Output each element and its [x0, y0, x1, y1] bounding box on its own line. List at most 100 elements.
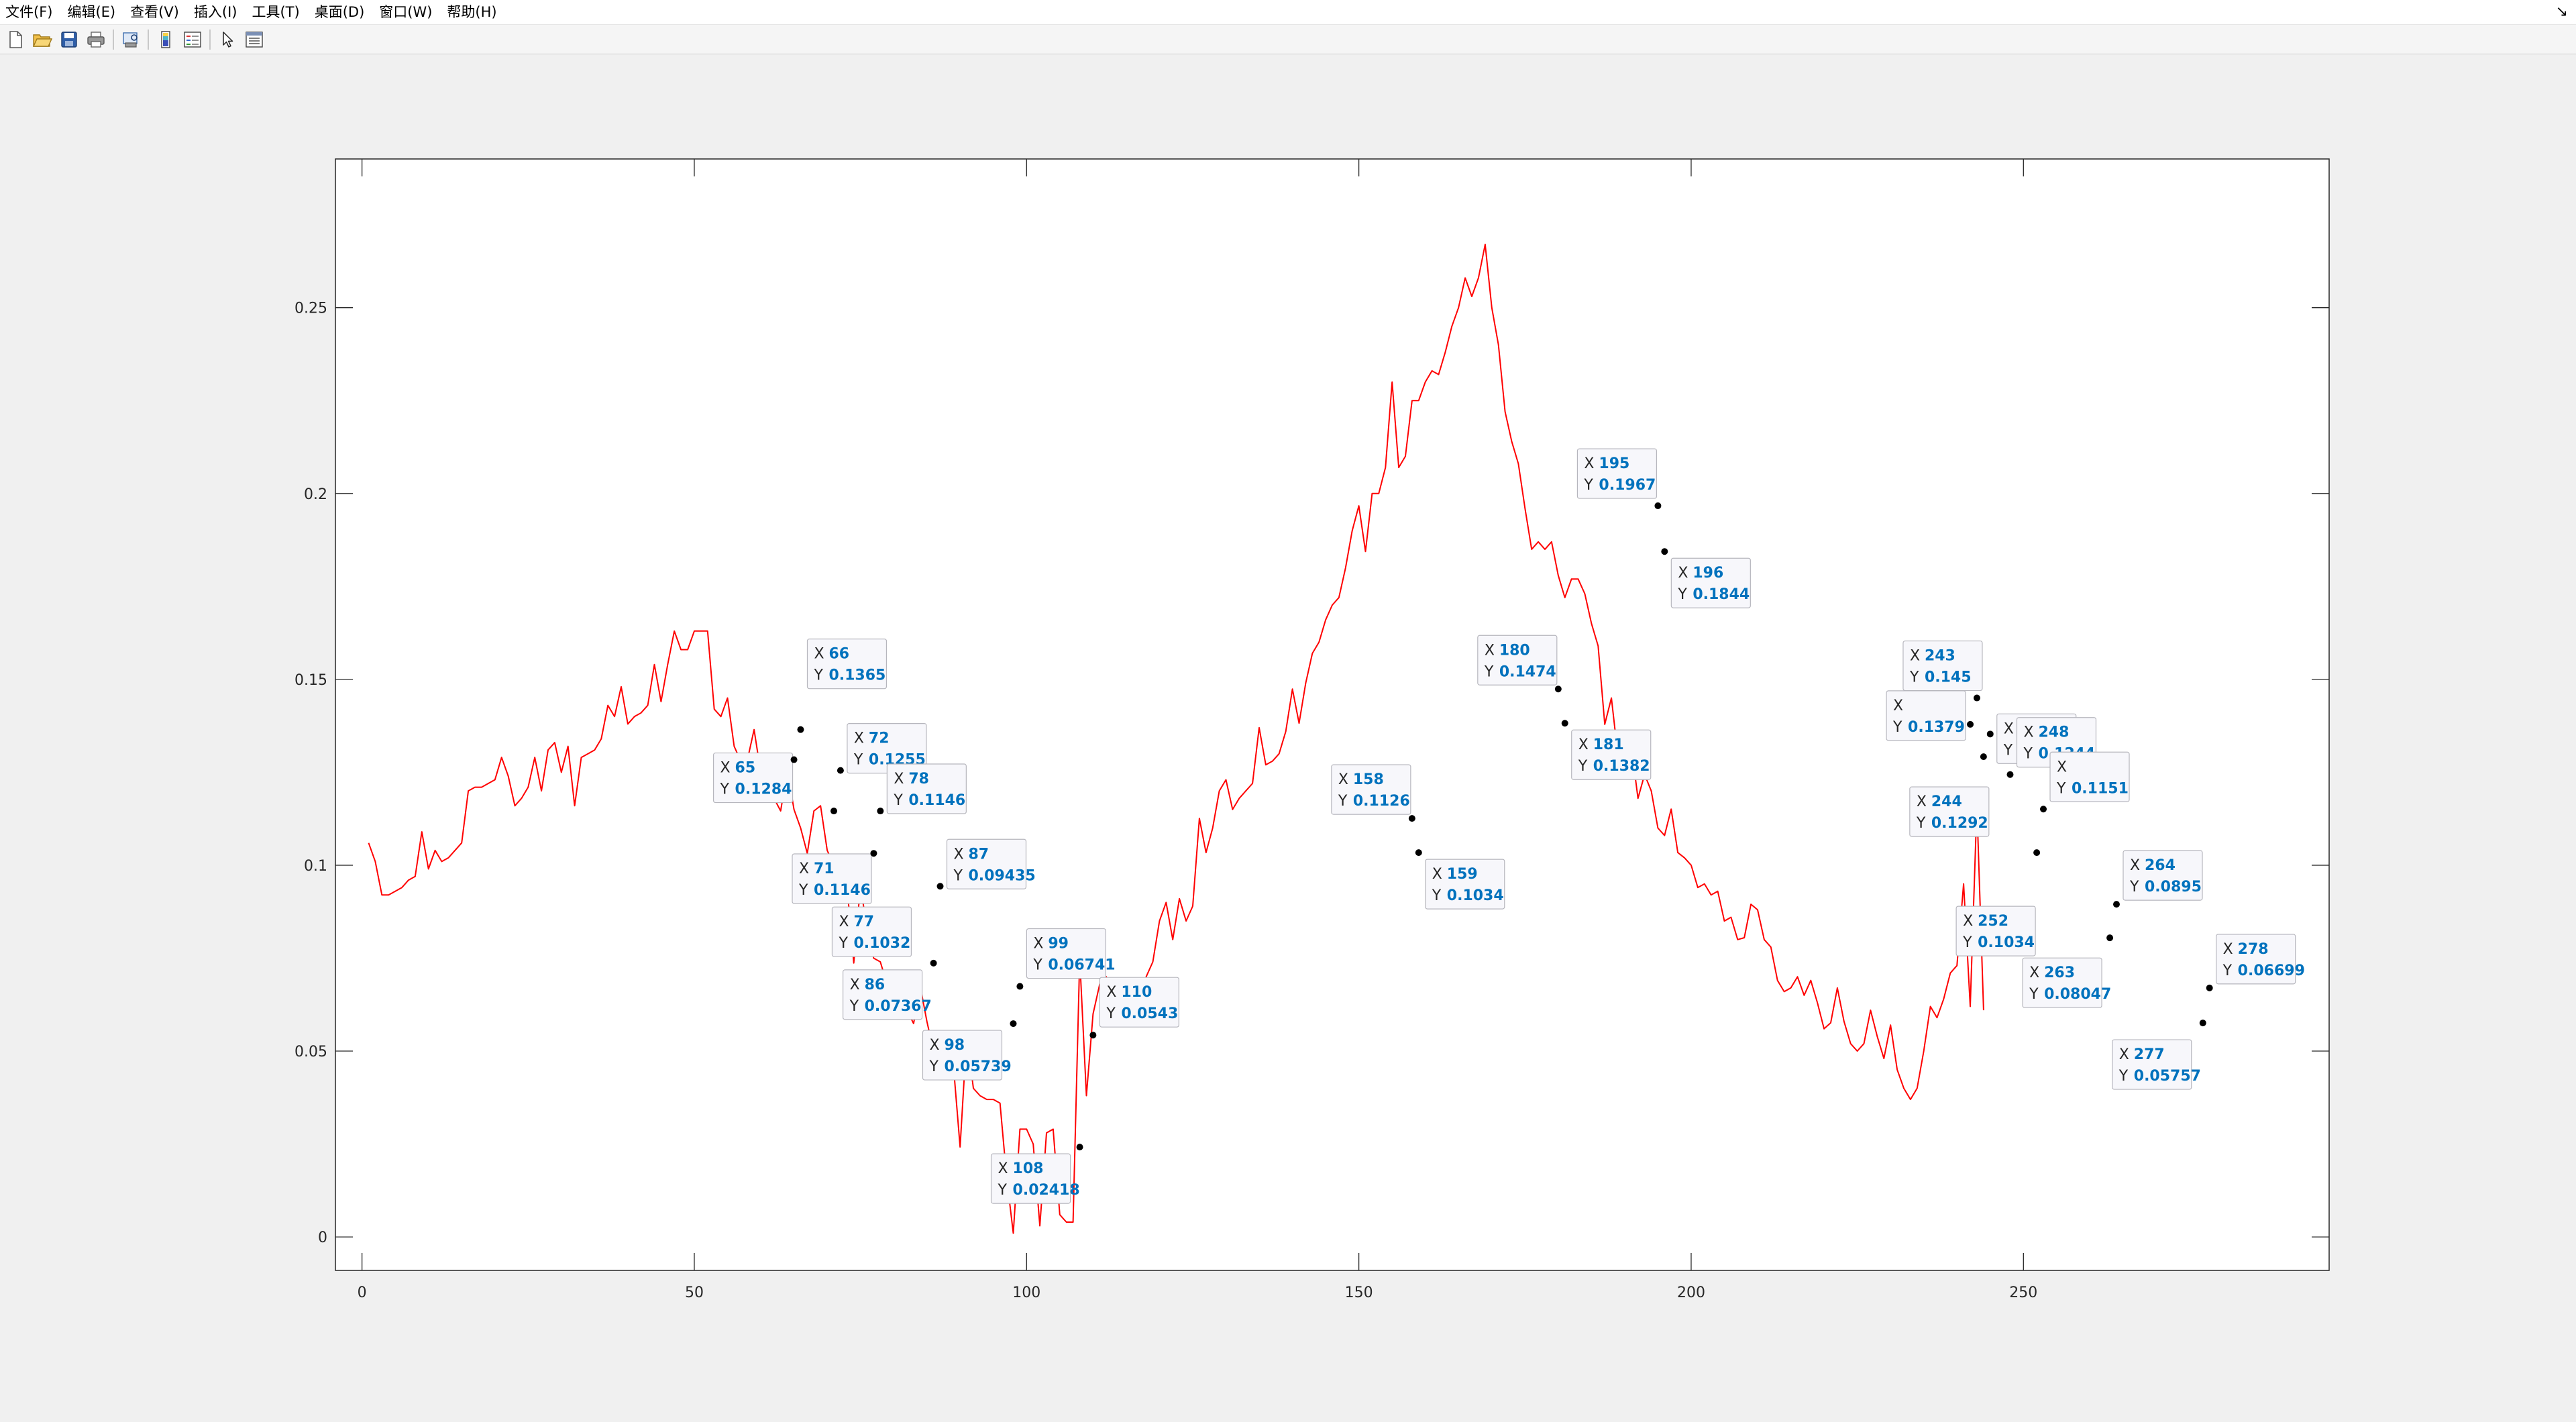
- datatip-box[interactable]: [1571, 729, 1652, 780]
- datatip-box[interactable]: [806, 639, 888, 690]
- datatip-y-key: Y: [853, 752, 863, 769]
- datatip-box[interactable]: [1909, 786, 1990, 837]
- datatip-marker[interactable]: [830, 808, 837, 815]
- datatip-x-key: X: [2029, 965, 2039, 981]
- datatip-marker[interactable]: [1980, 753, 1987, 761]
- datatip-marker[interactable]: [2040, 806, 2047, 813]
- datatip-y-key: Y: [953, 867, 963, 884]
- datatip-x-key: X: [1584, 455, 1594, 472]
- datatip-box[interactable]: [1099, 977, 1179, 1028]
- property-inspector-icon[interactable]: [243, 28, 266, 51]
- datatip-box[interactable]: [2022, 957, 2102, 1008]
- datatip-box[interactable]: [831, 906, 912, 957]
- datatip-box[interactable]: [1026, 928, 1106, 979]
- datatip-marker[interactable]: [877, 808, 884, 815]
- datatip-marker[interactable]: [1986, 730, 1994, 738]
- menu-tools[interactable]: 工具(T): [252, 4, 300, 20]
- datatip-marker[interactable]: [870, 850, 877, 857]
- menu-help[interactable]: 帮助(H): [447, 4, 497, 20]
- datatip-marker[interactable]: [1661, 548, 1668, 555]
- menu-edit[interactable]: 编辑(E): [67, 4, 116, 20]
- menu-desktop[interactable]: 桌面(D): [314, 4, 365, 20]
- datatip-x-key: X: [1578, 736, 1589, 753]
- datatip-marker[interactable]: [1408, 815, 1415, 822]
- datatip-box[interactable]: [1902, 640, 1983, 692]
- datatip-x-value: 98: [944, 1037, 965, 1054]
- print-preview-icon[interactable]: [119, 28, 142, 51]
- undock-arrow-icon[interactable]: ↘: [2555, 3, 2568, 20]
- datatip-marker[interactable]: [1654, 502, 1662, 510]
- datatip-y-value: 0.1967: [1599, 477, 1656, 494]
- datatip-marker[interactable]: [2206, 984, 2213, 991]
- insert-colorbar-icon[interactable]: [154, 28, 177, 51]
- menu-file[interactable]: 文件(F): [5, 4, 53, 20]
- x-tick-label: 100: [1012, 1284, 1040, 1301]
- datatip-y-value: 0.06699: [2238, 963, 2305, 979]
- open-file-icon[interactable]: [31, 28, 54, 51]
- datatip-y-value: 0.1292: [1931, 815, 1988, 832]
- datatip-x-value: 263: [2044, 965, 2075, 981]
- datatip-x-key: X: [1910, 648, 1920, 665]
- datatip-box[interactable]: [922, 1030, 1003, 1081]
- datatip-marker[interactable]: [1554, 686, 1562, 693]
- y-tick-label: 0: [318, 1229, 327, 1246]
- datatip-y-key: Y: [2056, 780, 2066, 797]
- edit-plot-arrow-icon[interactable]: [216, 28, 239, 51]
- menu-insert[interactable]: 插入(I): [193, 4, 237, 20]
- save-icon[interactable]: [58, 28, 80, 51]
- insert-legend-icon[interactable]: [181, 28, 204, 51]
- toolbar-separator: [209, 29, 211, 50]
- datatip-marker[interactable]: [1973, 694, 1980, 702]
- datatip-x-value: 264: [2145, 857, 2176, 874]
- datatip-marker[interactable]: [1010, 1020, 1017, 1028]
- datatip-marker[interactable]: [2106, 934, 2114, 942]
- datatip-marker[interactable]: [2199, 1020, 2206, 1027]
- print-icon[interactable]: [85, 28, 107, 51]
- datatip-box[interactable]: [2216, 934, 2296, 985]
- datatip-marker[interactable]: [1415, 849, 1422, 857]
- menu-view[interactable]: 查看(V): [130, 4, 179, 20]
- datatip-box[interactable]: [1331, 764, 1411, 815]
- datatip-box[interactable]: [946, 838, 1027, 889]
- datatip-box[interactable]: [1576, 448, 1658, 499]
- datatip-box[interactable]: [712, 752, 794, 804]
- datatip-marker[interactable]: [1967, 720, 1974, 728]
- x-tick-label: 0: [358, 1284, 367, 1301]
- datatip-box[interactable]: [1955, 906, 2036, 956]
- datatip-y-key: Y: [1962, 934, 1972, 951]
- menu-window[interactable]: 窗口(W): [379, 4, 433, 20]
- datatip-marker[interactable]: [930, 959, 937, 967]
- datatip-box[interactable]: [842, 969, 923, 1020]
- datatip-marker[interactable]: [797, 726, 804, 733]
- datatip-box[interactable]: [2049, 751, 2130, 802]
- datatip-box[interactable]: [1425, 859, 1505, 910]
- datatip-marker[interactable]: [1016, 983, 1024, 990]
- datatip-marker[interactable]: [1089, 1032, 1097, 1039]
- datatip-x-key: X: [954, 846, 964, 863]
- datatip-y-key: Y: [849, 998, 859, 1015]
- datatip-marker[interactable]: [936, 883, 944, 890]
- datatip-marker[interactable]: [2033, 849, 2041, 857]
- datatip-marker[interactable]: [790, 756, 798, 763]
- new-figure-icon[interactable]: [4, 28, 27, 51]
- datatip-y-value: 0.1146: [814, 882, 871, 899]
- datatip-box[interactable]: [990, 1153, 1071, 1204]
- datatip-marker[interactable]: [2112, 901, 2120, 908]
- datatip-marker[interactable]: [1076, 1144, 1083, 1151]
- datatip-x-value: 277: [2134, 1046, 2165, 1063]
- datatip-box[interactable]: [1477, 635, 1558, 686]
- datatip-box[interactable]: [2123, 850, 2203, 901]
- datatip-box[interactable]: [792, 853, 872, 904]
- datatip-box[interactable]: [2112, 1039, 2192, 1090]
- datatip-y-value: 0.1382: [1593, 758, 1650, 775]
- datatip-x-value: 87: [969, 846, 989, 863]
- datatip-y-key: Y: [1432, 887, 1442, 904]
- datatip-marker[interactable]: [837, 767, 844, 774]
- datatip-y-key: Y: [1578, 758, 1588, 775]
- datatip-y-value: 0.0895: [2145, 879, 2202, 895]
- datatip-y-key: Y: [1032, 957, 1042, 974]
- datatip-box[interactable]: [1670, 557, 1751, 608]
- datatip-marker[interactable]: [2006, 771, 2014, 778]
- datatip-marker[interactable]: [1561, 720, 1568, 727]
- datatip-box[interactable]: [886, 763, 967, 814]
